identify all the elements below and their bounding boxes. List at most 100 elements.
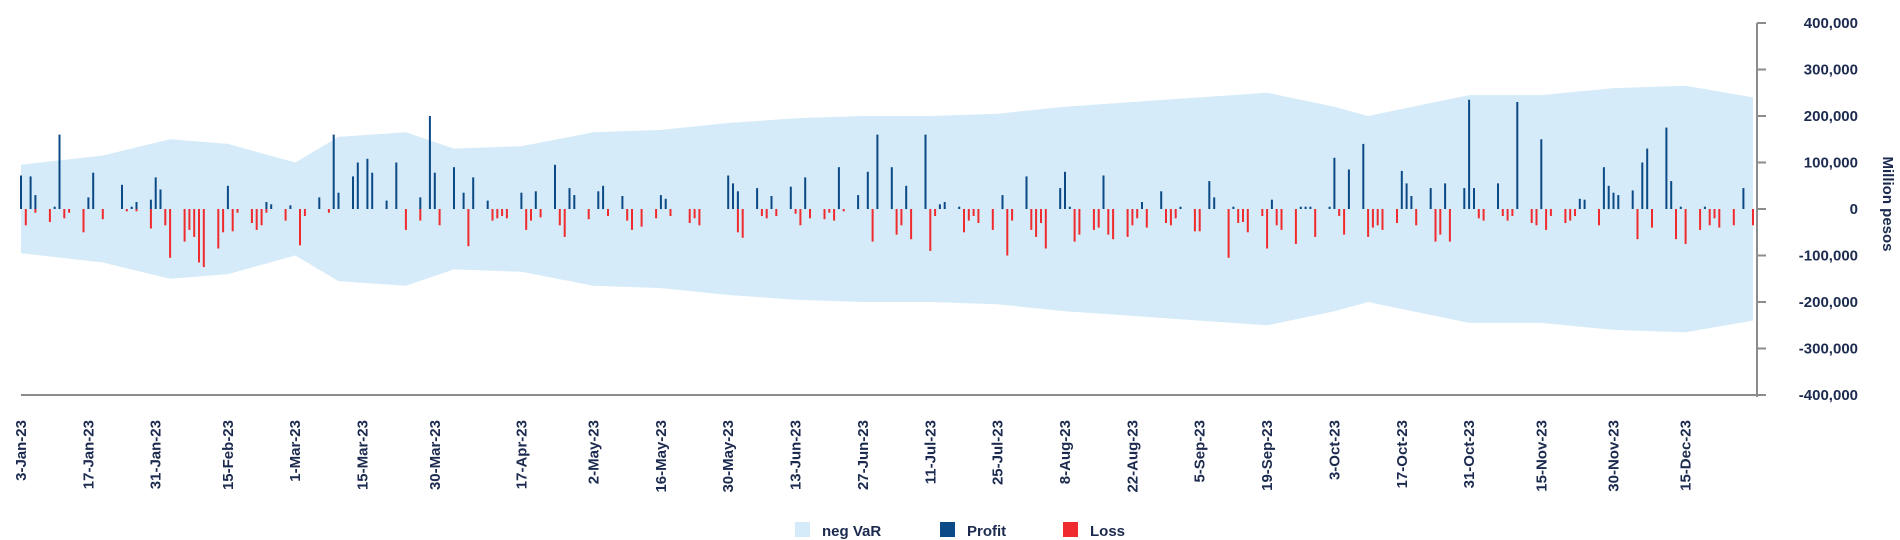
x-tick-label: 30-May-23 — [720, 420, 737, 493]
profit-bar — [938, 204, 941, 209]
x-tick-label: 15-Nov-23 — [1533, 420, 1550, 492]
profit-bars-layer — [20, 99, 1745, 210]
x-tick-label: 2-May-23 — [586, 420, 603, 484]
x-tick-label: 17-Jan-23 — [80, 420, 97, 489]
profit-bar — [736, 191, 739, 209]
profit-bar — [1068, 206, 1071, 209]
loss-bar — [183, 209, 186, 242]
loss-bar — [1718, 209, 1721, 228]
profit-bar — [1208, 181, 1211, 209]
loss-bar — [1530, 209, 1533, 223]
loss-bar — [833, 209, 836, 221]
legend-swatch — [940, 522, 955, 537]
loss-bar — [991, 209, 994, 230]
profit-bar — [1213, 197, 1216, 209]
loss-bar — [631, 209, 633, 230]
loss-bar — [299, 209, 301, 246]
loss-bar — [1574, 209, 1576, 216]
profit-bar — [385, 200, 388, 209]
loss-bar — [217, 209, 220, 249]
loss-bar — [467, 209, 470, 247]
y-tick-label: 100,000 — [1804, 155, 1858, 172]
profit-bar — [924, 134, 927, 209]
loss-bar — [1030, 209, 1033, 230]
x-tick-label: 15-Dec-23 — [1678, 420, 1695, 491]
profit-bar — [1400, 170, 1403, 209]
y-axis-title: Million pesos — [1879, 156, 1896, 251]
loss-bar — [327, 209, 330, 213]
loss-bar — [222, 209, 225, 233]
loss-bar — [736, 209, 739, 233]
loss-bar — [823, 209, 826, 220]
loss-bar — [68, 209, 71, 213]
loss-bar — [607, 209, 609, 216]
loss-bar — [1439, 209, 1442, 235]
loss-bar — [1169, 209, 1172, 226]
profit-bar — [876, 134, 879, 209]
profit-bar — [602, 185, 605, 210]
loss-bar — [1145, 209, 1148, 228]
loss-bar — [1078, 209, 1081, 235]
loss-bar — [1371, 209, 1374, 228]
x-tick-label: 30-Nov-23 — [1606, 420, 1623, 492]
profit-bar — [866, 171, 869, 209]
profit-bar — [534, 191, 537, 209]
loss-bar — [1006, 209, 1009, 256]
loss-bar — [1112, 209, 1115, 240]
loss-bar — [539, 209, 542, 218]
x-tick-label: 17-Apr-23 — [513, 420, 530, 489]
loss-bar — [669, 209, 672, 216]
loss-bar — [135, 209, 138, 212]
x-tick-label: 3-Jan-23 — [13, 420, 30, 481]
loss-bar — [1227, 209, 1230, 258]
loss-bar — [910, 209, 913, 240]
loss-bar — [24, 209, 27, 226]
loss-bar — [250, 209, 253, 223]
profit-bar — [1463, 188, 1466, 209]
loss-bar — [1193, 209, 1196, 232]
legend-swatch — [795, 522, 810, 537]
loss-bar — [871, 209, 874, 242]
loss-bar — [1684, 209, 1687, 244]
x-tick-label: 1-Mar-23 — [287, 420, 304, 482]
profit-bar — [1059, 188, 1062, 209]
profit-bar — [1679, 206, 1682, 209]
loss-bar — [1511, 209, 1514, 216]
loss-bar — [1266, 209, 1269, 249]
profit-bar — [1602, 167, 1605, 210]
loss-bar — [895, 209, 898, 235]
profit-bar — [34, 195, 37, 210]
x-tick-label: 31-Oct-23 — [1461, 420, 1478, 488]
loss-bar — [1675, 209, 1677, 240]
x-tick-label: 25-Jul-23 — [990, 420, 1007, 485]
legend-label: neg VaR — [822, 523, 881, 540]
loss-bar — [1174, 209, 1177, 219]
profit-bar — [1641, 162, 1644, 209]
loss-bar — [491, 209, 494, 221]
profit-bar — [659, 195, 662, 210]
y-tick-label: -400,000 — [1799, 387, 1858, 404]
profit-bar — [486, 200, 489, 209]
loss-bar — [1044, 209, 1047, 249]
legend-label: Loss — [1090, 523, 1125, 540]
loss-bar — [640, 209, 643, 227]
profit-bar — [1631, 190, 1634, 209]
loss-bar — [101, 209, 104, 220]
profit-bar — [1540, 139, 1543, 210]
x-tick-label: 8-Aug-23 — [1057, 420, 1074, 484]
loss-bar — [934, 209, 937, 216]
profit-bar — [1742, 188, 1745, 209]
profit-bar — [20, 175, 22, 209]
profit-bar — [1160, 191, 1163, 209]
profit-bar — [433, 172, 436, 209]
loss-bar — [1011, 209, 1014, 221]
x-tick-label: 15-Mar-23 — [355, 420, 372, 490]
loss-bar — [760, 209, 763, 216]
legend: neg VaR Profit Loss — [795, 522, 1125, 540]
loss-bar — [1752, 209, 1754, 226]
loss-bar — [1131, 209, 1134, 226]
profit-bar — [130, 206, 133, 209]
loss-bar — [1237, 209, 1240, 223]
profit-bar — [727, 175, 730, 209]
loss-bar — [1275, 209, 1278, 226]
